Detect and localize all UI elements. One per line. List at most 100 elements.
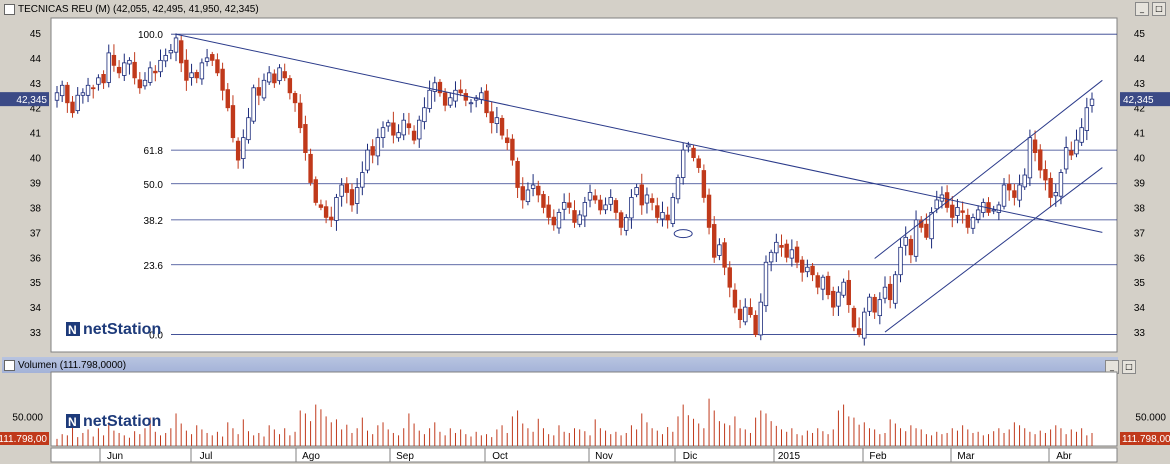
candle-body (313, 179, 318, 203)
candle-body (712, 224, 717, 258)
candle-body (649, 198, 655, 203)
candle-body (515, 161, 520, 188)
volume-plot-area (50, 371, 1118, 447)
candle-body (360, 172, 365, 188)
minimize-button[interactable]: _ (1135, 2, 1149, 16)
volume-maximize-button[interactable]: □ (1122, 360, 1136, 374)
y-tick-label-left: 33 (30, 328, 42, 339)
candle-body (706, 194, 712, 228)
candle-body (230, 105, 236, 139)
candle-body (882, 286, 888, 299)
candle-body (194, 72, 199, 79)
last-price-tag-right (1120, 92, 1170, 107)
y-tick-label-left: 37 (30, 228, 42, 239)
candle-body (670, 197, 676, 224)
price-window-buttons: _ □ (1135, 2, 1166, 16)
y-tick-label-right: 37 (1134, 228, 1146, 239)
candle-body (655, 205, 660, 218)
candle-body (613, 200, 619, 213)
candle-body (996, 204, 1002, 213)
fibonacci-level-label: 0.0 (149, 331, 163, 342)
candle-body (851, 307, 857, 328)
y-tick-label-left: 34 (30, 303, 42, 314)
candle-body (587, 192, 593, 201)
netstation-logo-mark-price (66, 322, 80, 336)
candle-body (593, 195, 598, 201)
candle-body (1089, 98, 1095, 106)
candle-body (251, 87, 256, 122)
candle-body (530, 184, 536, 189)
x-tick-label: Jun (107, 451, 123, 462)
candle-body (779, 245, 784, 248)
candle-body (903, 236, 908, 246)
candle-body (691, 147, 696, 158)
volume-last-tag-left (0, 432, 49, 445)
candle-body (582, 202, 588, 217)
candle-body (955, 207, 960, 216)
candle-body (303, 124, 308, 153)
y-tick-label-left: 36 (30, 253, 42, 264)
candle-body (665, 214, 670, 221)
last-price-tag-left (0, 92, 49, 107)
candle-body (686, 144, 691, 148)
candle-body (122, 62, 127, 76)
candle-body (1053, 192, 1058, 197)
y-tick-label-left: 41 (30, 129, 42, 140)
candle-body (241, 137, 246, 159)
candle-body (737, 308, 743, 320)
candle-body (505, 137, 510, 144)
candle-body (820, 276, 826, 290)
candle-body (101, 74, 106, 84)
candle-body (417, 119, 422, 140)
candle-body (800, 259, 805, 273)
candle-body (510, 138, 515, 161)
candle-body (344, 183, 349, 193)
candle-body (354, 187, 360, 204)
candle-body (1048, 177, 1053, 198)
candle-body (323, 206, 329, 218)
candle-body (380, 127, 386, 139)
y-tick-label-right: 34 (1134, 303, 1146, 314)
candle-body (173, 37, 179, 53)
candle-body (349, 189, 355, 206)
candle-body (287, 78, 293, 94)
candle-body (862, 311, 867, 339)
candle-body (660, 212, 665, 220)
candle-body (846, 279, 851, 306)
maximize-button[interactable]: □ (1152, 2, 1166, 16)
fibonacci-level-label: 50.0 (144, 180, 164, 191)
candle-body (1063, 147, 1069, 170)
candle-body (448, 97, 453, 106)
candle-body (334, 197, 339, 221)
candle-body (401, 119, 406, 136)
netstation-logo-letter-price: N (68, 323, 77, 337)
candle-body (877, 299, 883, 317)
price-plot-area (50, 17, 1118, 353)
candle-body (561, 202, 567, 210)
x-tick-label: Jul (200, 451, 213, 462)
last-price-label-right: 42,345 (1123, 95, 1154, 106)
y-tick-label-right: 44 (1134, 54, 1146, 65)
chart-window-icon (4, 3, 15, 15)
fibonacci-level-label: 61.8 (144, 146, 164, 157)
candle-body (292, 93, 298, 104)
candle-body (385, 122, 391, 127)
y-tick-label-left: 43 (30, 79, 42, 90)
candle-body (1038, 149, 1043, 171)
candle-body (153, 70, 158, 74)
y-tick-label-right: 39 (1134, 179, 1146, 190)
candle-body (1022, 174, 1027, 188)
y-tick-label-left: 45 (30, 29, 42, 40)
candle-body (675, 177, 681, 200)
candle-body (1027, 137, 1033, 179)
candle-body (991, 209, 996, 212)
candle-body (1074, 139, 1079, 155)
candle-body (499, 117, 505, 136)
candle-body (603, 204, 608, 211)
candle-body (1001, 184, 1007, 207)
candle-body (950, 204, 955, 218)
candle-body (520, 186, 525, 201)
y-tick-label-right: 36 (1134, 253, 1146, 264)
candle-body (975, 209, 981, 220)
